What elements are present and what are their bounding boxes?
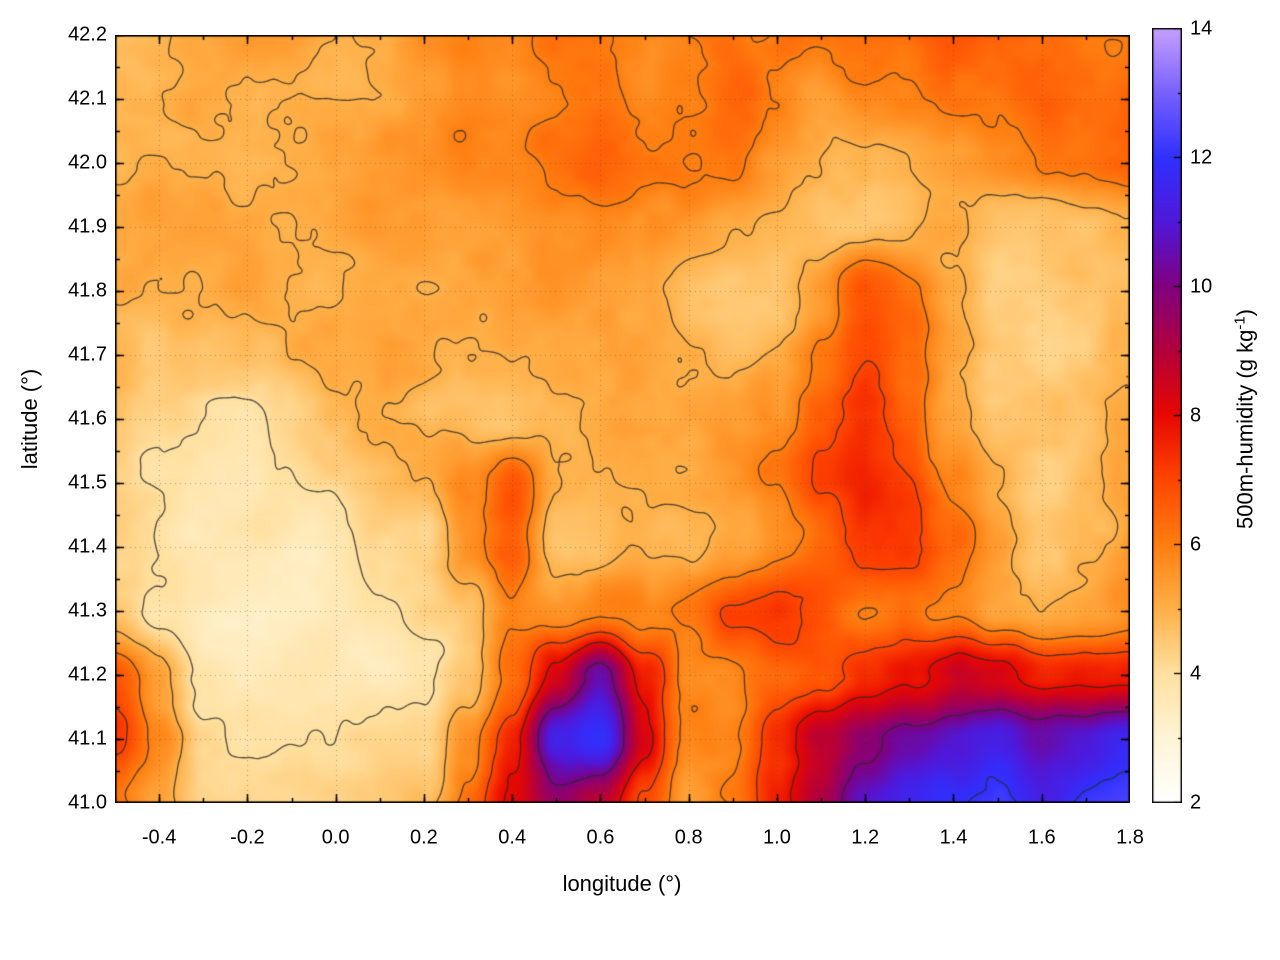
heatmap-canvas [115, 35, 1130, 803]
y-tick-label: 41.5 [68, 471, 107, 494]
y-tick-label: 41.9 [68, 215, 107, 238]
x-tick-label: 1.2 [851, 826, 880, 849]
x-tick-label: 1.0 [763, 826, 791, 849]
y-axis-label: latitude (°) [17, 368, 42, 470]
x-tick-label: 0.8 [674, 826, 703, 849]
colorbar-label-superscript: -1 [1231, 316, 1249, 330]
x-tick-label: 0.2 [410, 826, 438, 849]
colorbar-label-suffix: ) [1232, 309, 1258, 317]
x-tick-label: -0.4 [141, 826, 177, 849]
x-tick-label: 0.6 [586, 826, 615, 849]
y-tick-label: 41.2 [68, 663, 107, 686]
x-axis-label: longitude (°) [562, 871, 682, 896]
colorbar-tick-label: 4 [1190, 662, 1202, 684]
colorbar-tick-label: 14 [1190, 17, 1213, 39]
y-tick-label: 41.4 [68, 535, 107, 558]
y-tick-label: 42.1 [68, 87, 107, 110]
colorbar-tick-label: 10 [1190, 275, 1213, 297]
x-tick-label: 1.6 [1027, 826, 1056, 849]
y-tick-label: 42.2 [68, 23, 107, 46]
colorbar-tick-label: 2 [1190, 791, 1202, 813]
colorbar-tick-label: 12 [1190, 146, 1213, 168]
y-tick-label: 41.0 [68, 791, 107, 814]
y-tick-label: 41.6 [68, 407, 107, 430]
y-tick-label: 41.3 [68, 599, 107, 622]
colorbar-tick-label: 8 [1190, 404, 1202, 426]
x-tick-label: 0.4 [498, 826, 527, 849]
x-tick-label: 1.4 [939, 826, 968, 849]
colorbar-canvas [1152, 28, 1182, 803]
y-tick-label: 42.0 [68, 151, 107, 174]
colorbar-label: 500m-humidity (g kg-1) [1231, 309, 1258, 529]
x-tick-label: 1.8 [1116, 826, 1144, 849]
x-tick-label: -0.2 [230, 826, 265, 849]
colorbar-tick-label: 6 [1190, 533, 1202, 555]
y-tick-label: 41.7 [68, 343, 107, 366]
y-tick-label: 41.1 [68, 727, 107, 750]
y-tick-label: 41.8 [68, 279, 107, 302]
colorbar-label-text: 500m-humidity (g kg [1232, 329, 1258, 529]
x-tick-label: 0.0 [321, 826, 350, 849]
